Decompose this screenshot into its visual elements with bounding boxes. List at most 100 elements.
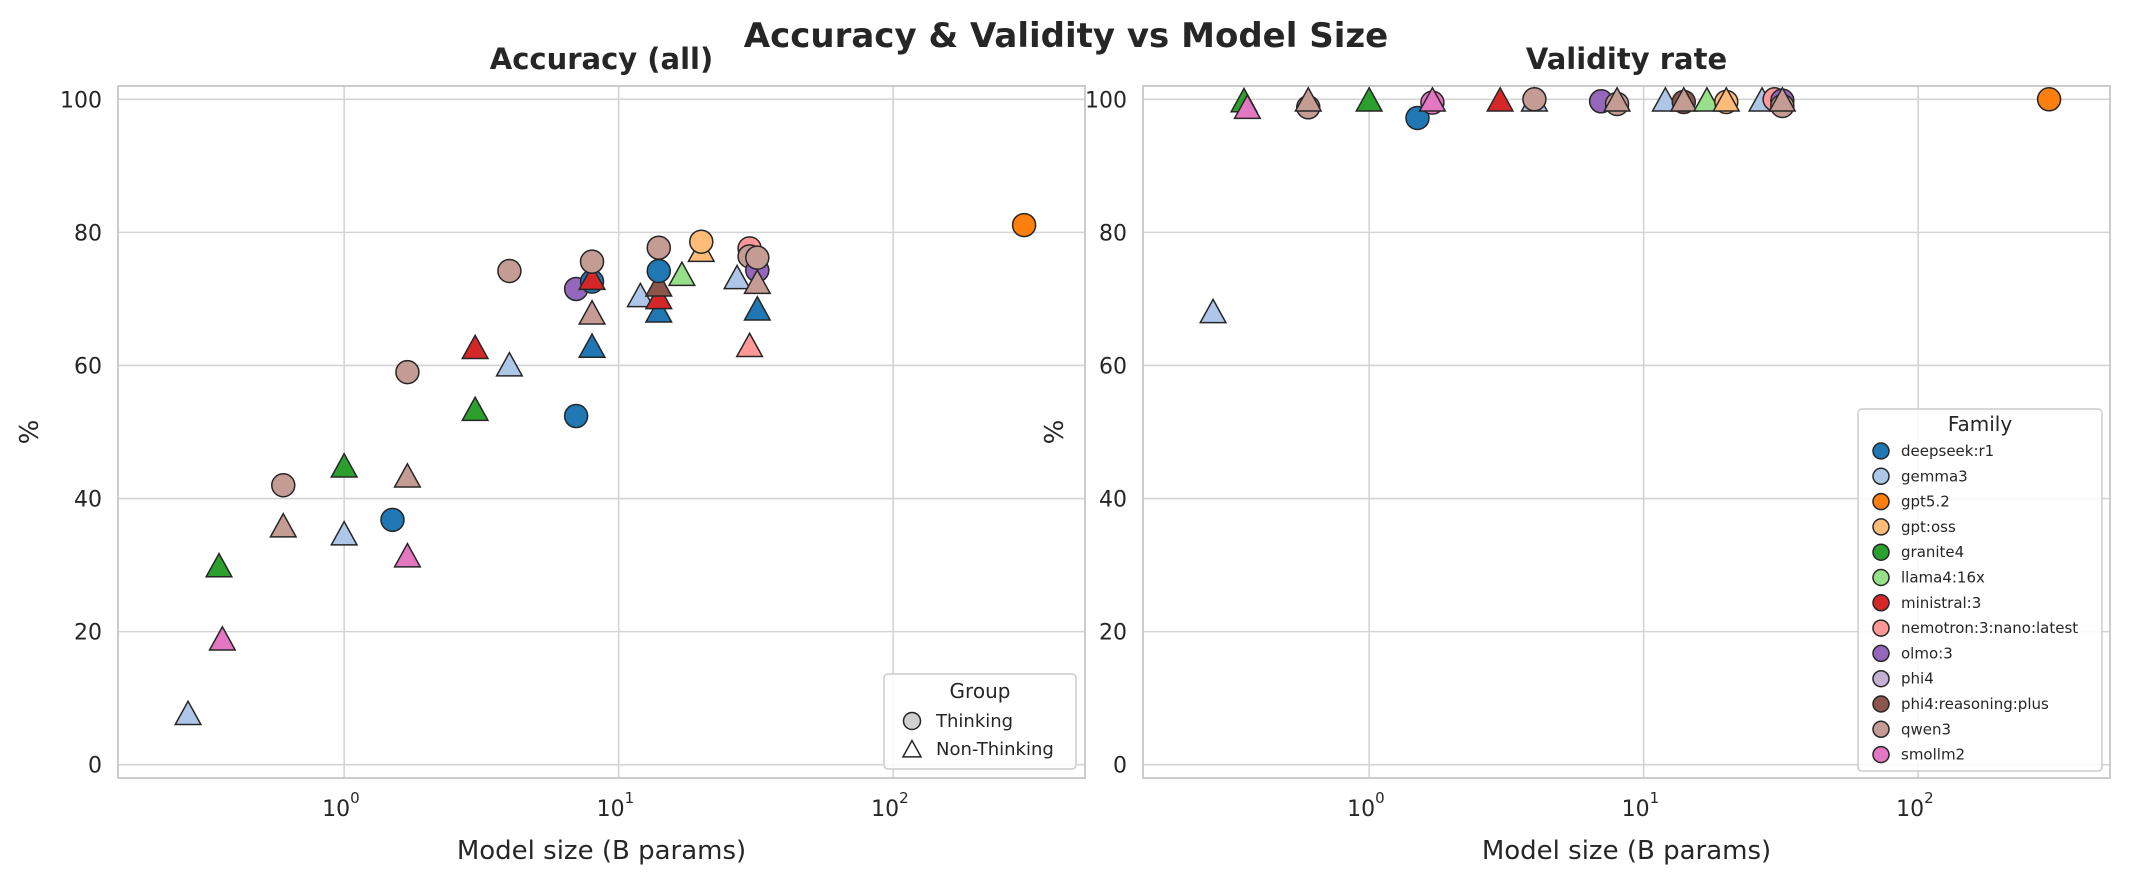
legend-entry-label: nemotron:3:nano:latest (1901, 619, 2078, 637)
legend-swatch (1872, 644, 1890, 663)
data-point-gpt-oss-non-thinking (1712, 86, 1741, 112)
data-point-qwen3-non-thinking (269, 512, 298, 538)
legend-entry-label: phi4:reasoning:plus (1901, 695, 2049, 713)
data-point-smollm2-non-thinking (1418, 86, 1447, 112)
legend-swatch (1872, 720, 1890, 739)
data-point-smollm2-non-thinking (208, 625, 237, 651)
x-axis-label: Model size (B params) (1482, 836, 1771, 866)
x-tick-label: 10 (871, 797, 899, 822)
y-tick-label: 60 (1099, 354, 1127, 379)
legend-entry-label: olmo:3 (1901, 644, 1953, 662)
legend-title: Family (1948, 412, 2013, 436)
legend-swatch (1872, 619, 1890, 637)
x-tick-exponent: 2 (899, 789, 909, 807)
data-point-ministral-3-non-thinking (577, 264, 607, 291)
data-point-qwen3-thinking (579, 249, 605, 274)
data-point-llama4-16x-non-thinking (667, 260, 696, 287)
x-tick-exponent: 0 (1375, 789, 1385, 807)
y-tick-label: 100 (1085, 88, 1127, 113)
legend-entry-label: Thinking (935, 711, 1013, 732)
legend-swatch (1872, 568, 1890, 587)
legend-swatch (1872, 695, 1890, 713)
data-point-deepseek-r1-non-thinking (743, 295, 772, 321)
legend-entry-label: deepseek:r1 (1901, 442, 1994, 460)
panel-title: Validity rate (1526, 42, 1727, 76)
legend-swatch (1872, 442, 1890, 460)
legend-marker-circle (902, 711, 922, 731)
data-point-granite4-non-thinking (204, 552, 234, 578)
data-point-qwen3-thinking (646, 235, 672, 260)
data-point-qwen3-thinking (271, 472, 296, 498)
legend-entry-label: granite4 (1901, 543, 1964, 561)
legend-swatch (1872, 492, 1890, 511)
data-point-qwen3-non-thinking (577, 299, 607, 325)
axes-frame (1142, 85, 2111, 779)
legend-entry-label: gpt5.2 (1901, 493, 1950, 511)
data-point-qwen3-thinking (395, 359, 420, 385)
data-point-nemotron-3-nano-latest-non-thinking (735, 331, 764, 358)
x-tick-label: 10 (1347, 797, 1375, 822)
y-tick-label: 40 (1099, 488, 1127, 513)
legend-entry-label: qwen3 (1901, 720, 1951, 738)
x-tick-label: 10 (322, 797, 350, 822)
y-tick-label: 20 (74, 621, 102, 646)
data-point-gemma3-non-thinking (330, 520, 359, 546)
x-tick-label: 10 (597, 797, 625, 822)
data-point-gpt-oss-thinking (689, 229, 714, 254)
x-axis-label: Model size (B params) (457, 836, 746, 866)
family-legend: Family deepseek:r1 gemma3 gpt5.2 gpt:oss gran… (1857, 408, 2103, 772)
x-tick-exponent: 2 (1924, 789, 1934, 807)
data-point-qwen3-non-thinking (743, 268, 772, 295)
data-point-ministral-3-non-thinking (1486, 86, 1515, 112)
data-point-qwen3-non-thinking (1602, 86, 1632, 112)
y-axis-label: % (1040, 420, 1070, 445)
legend-box (883, 673, 1077, 770)
figure-title: Accuracy & Validity vs Model Size (744, 16, 1388, 56)
data-point-ministral-3-non-thinking (644, 283, 673, 310)
y-tick-label: 80 (1099, 221, 1127, 246)
legend-entry-label: Non-Thinking (936, 739, 1054, 760)
y-tick-label: 0 (88, 754, 102, 779)
axes-frame (117, 85, 1086, 779)
legend-entry-label: llama4:16x (1901, 569, 1985, 587)
legend-entry-label: ministral:3 (1901, 594, 1981, 612)
data-point-deepseek-r1-thinking (646, 258, 672, 284)
legend-title: Group (950, 679, 1011, 703)
legend-swatch (1872, 594, 1890, 612)
data-point-smollm2-non-thinking (1233, 93, 1262, 120)
data-point-gemma3-non-thinking (1198, 297, 1228, 324)
x-tick-exponent: 1 (1650, 789, 1660, 807)
data-point-qwen3-thinking (497, 258, 522, 284)
y-axis-label: % (15, 420, 45, 445)
data-point-deepseek-r1-thinking (1405, 105, 1430, 131)
y-tick-label: 80 (74, 221, 102, 246)
x-tick-label: 10 (1896, 797, 1924, 822)
data-point-smollm2-non-thinking (393, 542, 422, 568)
x-tick-exponent: 1 (625, 789, 635, 807)
legend-swatch (1872, 543, 1890, 561)
data-point-gemma3-non-thinking (173, 699, 203, 726)
data-point-granite4-non-thinking (330, 452, 359, 478)
x-tick-exponent: 0 (350, 789, 360, 807)
data-point-deepseek-r1-thinking (380, 507, 405, 533)
data-point-qwen3-non-thinking (1294, 86, 1323, 112)
data-point-gemma3-non-thinking (722, 263, 752, 290)
data-point-llama4-16x-non-thinking (1692, 86, 1721, 112)
data-point-granite4-non-thinking (461, 395, 490, 422)
data-point-deepseek-r1-non-thinking (577, 332, 607, 358)
data-point-ministral-3-non-thinking (461, 333, 490, 360)
x-tick-label: 10 (1622, 797, 1650, 822)
legend-swatch (1872, 518, 1890, 536)
legend-box (1857, 408, 2103, 772)
data-point-deepseek-r1-thinking (563, 403, 589, 429)
data-point-qwen3-non-thinking (393, 462, 422, 488)
data-point-gpt5-2-thinking (1011, 212, 1037, 238)
data-point-qwen3-thinking (745, 245, 770, 270)
legend-swatch (1872, 669, 1890, 688)
y-tick-label: 100 (60, 88, 102, 113)
data-point-granite4-non-thinking (1355, 86, 1384, 112)
data-point-phi4-reasoning-plus-non-thinking (644, 271, 673, 297)
